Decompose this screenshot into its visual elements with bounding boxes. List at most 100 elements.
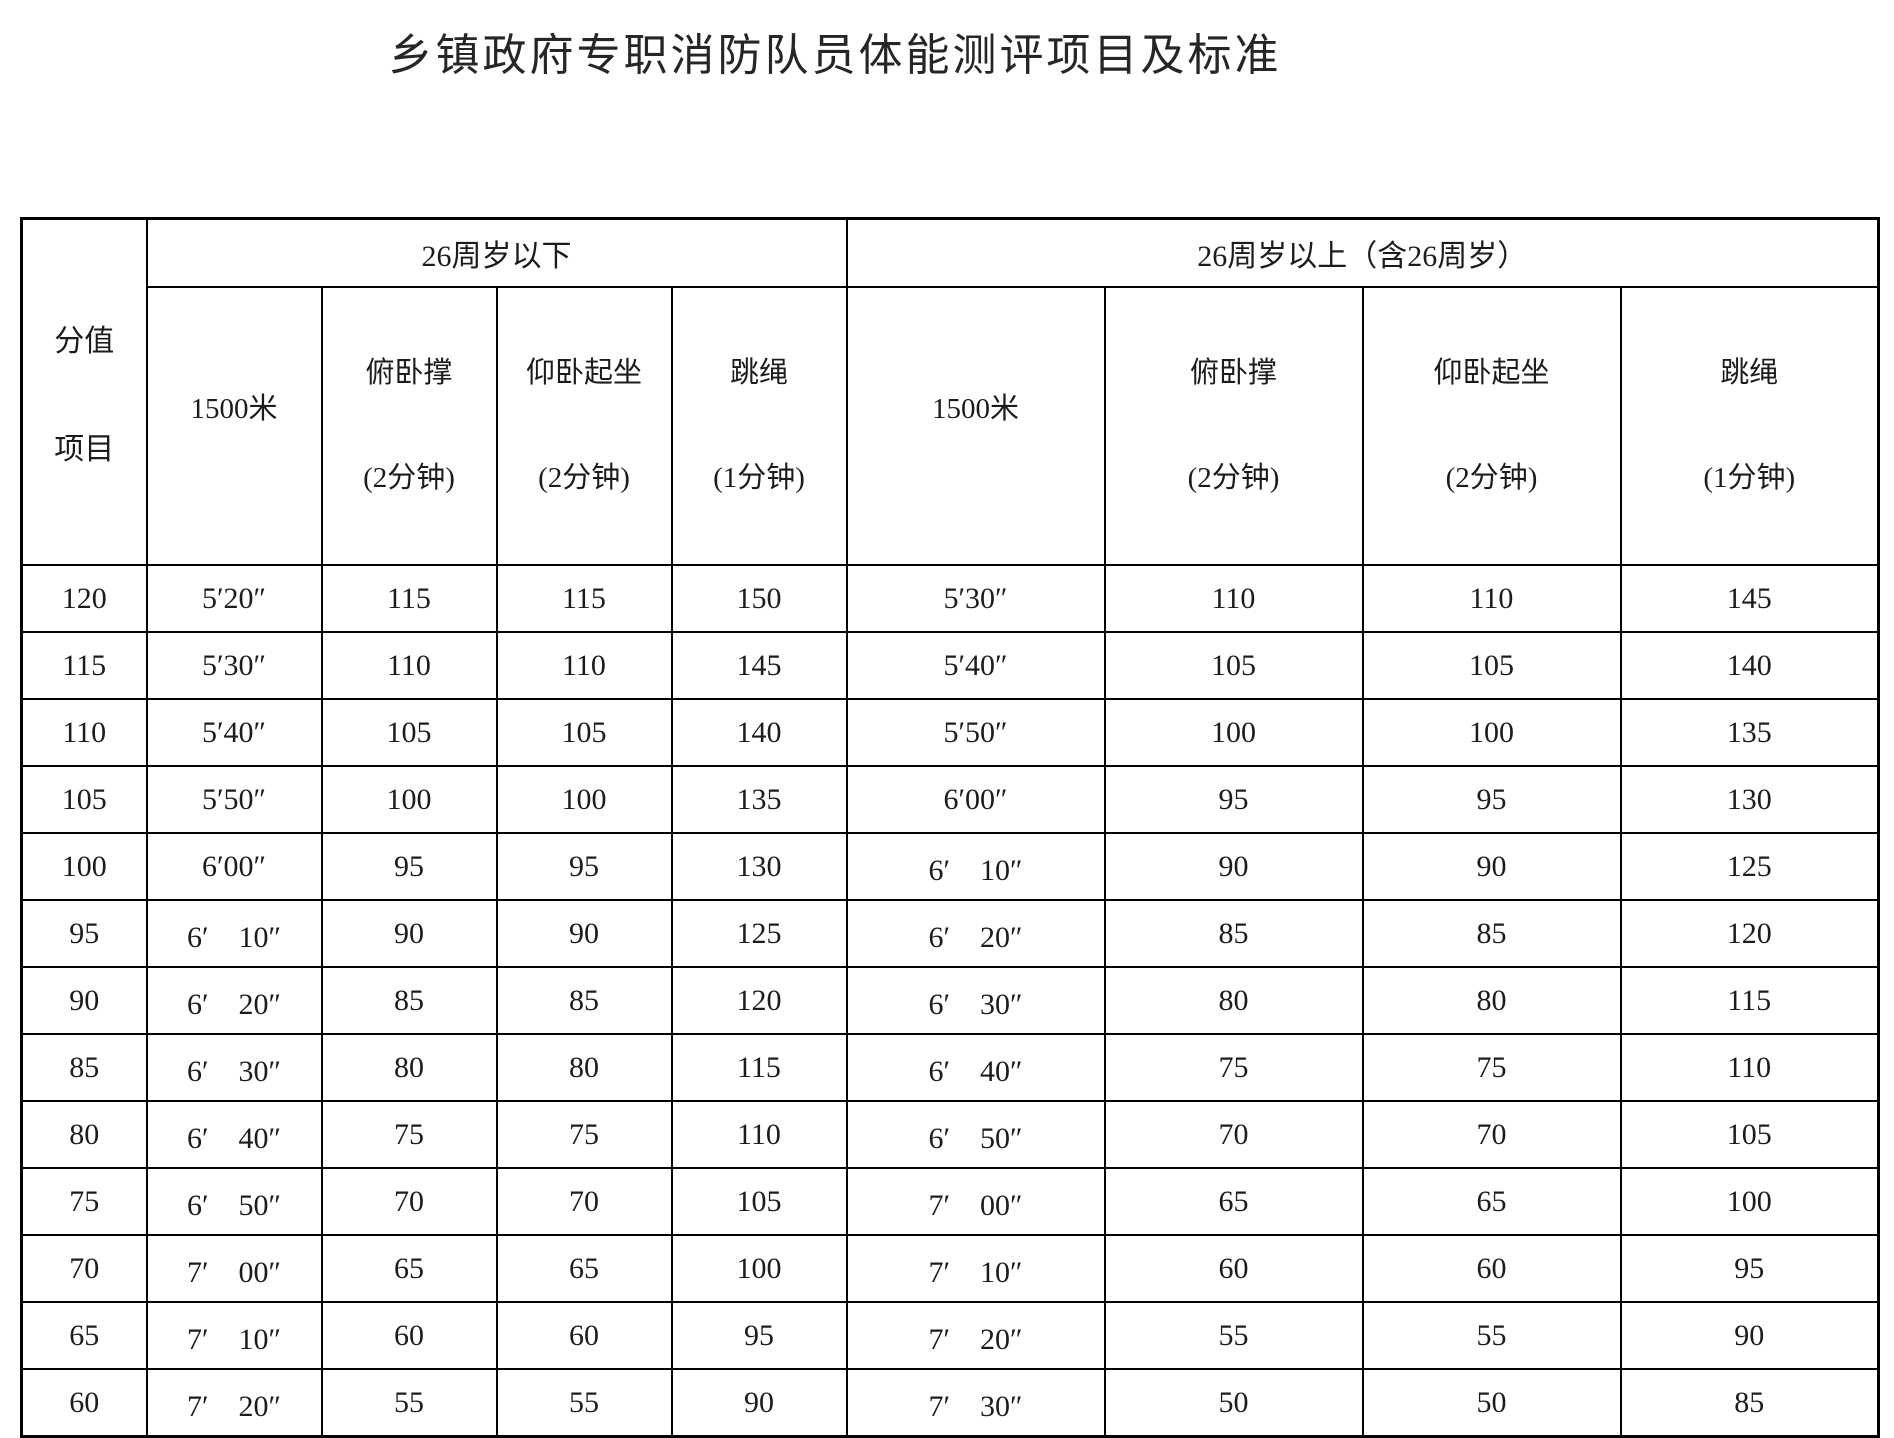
score-cell: 70 xyxy=(20,1234,148,1304)
o26-pushup-cell: 80 xyxy=(1103,966,1364,1036)
u26-pushup-cell: 70 xyxy=(320,1167,498,1237)
col-header-note: (2分钟) xyxy=(538,461,630,494)
u26-1500m-cell: 6′ 30″ xyxy=(145,1033,323,1103)
o26-1500m-cell: 7′ 20″ xyxy=(845,1301,1106,1371)
u26-1500m-cell: 7′ 20″ xyxy=(145,1368,323,1438)
u26-1500m-cell: 6′ 50″ xyxy=(145,1167,323,1237)
o26-situp-cell: 100 xyxy=(1361,698,1622,768)
table-row: 75 6′ 50″ 70 70 105 7′ 00″ 65 65 100 xyxy=(20,1167,1880,1237)
u26-situp-cell: 100 xyxy=(495,765,673,835)
o26-pushup-cell: 55 xyxy=(1103,1301,1364,1371)
document-page: 乡镇政府专职消防队员体能测评项目及标准 分值 项目 26周岁以下 26周岁以上（… xyxy=(0,30,1894,1438)
score-cell: 75 xyxy=(20,1167,148,1237)
score-cell: 120 xyxy=(20,564,148,634)
table-row: 120 5′20″ 115 115 150 5′30″ 110 110 145 xyxy=(20,564,1880,634)
group-header-over26: 26周岁以上（含26周岁） xyxy=(845,217,1880,288)
u26-rope-cell: 125 xyxy=(670,899,848,969)
u26-situp-cell: 105 xyxy=(495,698,673,768)
o26-1500m-cell: 6′ 30″ xyxy=(845,966,1106,1036)
page-title: 乡镇政府专职消防队员体能测评项目及标准 xyxy=(388,31,1282,80)
u26-rope-cell: 120 xyxy=(670,966,848,1036)
o26-rope-cell: 90 xyxy=(1619,1301,1880,1371)
col-header-label: 仰卧起坐 xyxy=(525,356,642,389)
table-row: 65 7′ 10″ 60 60 95 7′ 20″ 55 55 90 xyxy=(20,1301,1880,1371)
score-cell: 105 xyxy=(20,765,148,835)
corner-header-line2: 项目 xyxy=(54,432,115,466)
table-row: 115 5′30″ 110 110 145 5′40″ 105 105 140 xyxy=(20,631,1880,701)
u26-pushup-cell: 75 xyxy=(320,1100,498,1170)
o26-1500m-cell: 6′ 50″ xyxy=(845,1100,1106,1170)
table-row: 70 7′ 00″ 65 65 100 7′ 10″ 60 60 95 xyxy=(20,1234,1880,1304)
group-header-row: 分值 项目 26周岁以下 26周岁以上（含26周岁） xyxy=(20,217,1880,567)
o26-pushup-cell: 95 xyxy=(1103,765,1364,835)
o26-pushup-cell: 60 xyxy=(1103,1234,1364,1304)
col-header-note: (1分钟) xyxy=(713,461,805,494)
o26-situp-cell: 90 xyxy=(1361,832,1622,902)
u26-rope-cell: 150 xyxy=(670,564,848,634)
col-header-o26-situp: 仰卧起坐 (2分钟) xyxy=(1361,285,1622,567)
o26-1500m-cell: 7′ 00″ xyxy=(845,1167,1106,1237)
u26-situp-cell: 110 xyxy=(495,631,673,701)
table-row: 95 6′ 10″ 90 90 125 6′ 20″ 85 85 120 xyxy=(20,899,1880,969)
o26-situp-cell: 95 xyxy=(1361,765,1622,835)
col-header-u26-pushup: 俯卧撑 (2分钟) xyxy=(320,285,498,567)
col-header-label: 1500米 xyxy=(931,392,1019,425)
o26-pushup-cell: 90 xyxy=(1103,832,1364,902)
score-cell: 115 xyxy=(20,631,148,701)
u26-1500m-cell: 7′ 10″ xyxy=(145,1301,323,1371)
col-header-o26-rope: 跳绳 (1分钟) xyxy=(1619,285,1880,567)
table-row: 105 5′50″ 100 100 135 6′00″ 95 95 130 xyxy=(20,765,1880,835)
u26-rope-cell: 90 xyxy=(670,1368,848,1438)
table-body: 120 5′20″ 115 115 150 5′30″ 110 110 145 115 5′30″ 1… xyxy=(20,564,1880,1438)
u26-situp-cell: 55 xyxy=(495,1368,673,1438)
table-row: 110 5′40″ 105 105 140 5′50″ 100 100 135 xyxy=(20,698,1880,768)
o26-rope-cell: 145 xyxy=(1619,564,1880,634)
u26-situp-cell: 75 xyxy=(495,1100,673,1170)
o26-rope-cell: 115 xyxy=(1619,966,1880,1036)
u26-pushup-cell: 85 xyxy=(320,966,498,1036)
o26-1500m-cell: 7′ 30″ xyxy=(845,1368,1106,1438)
u26-1500m-cell: 5′20″ xyxy=(145,564,323,634)
u26-situp-cell: 80 xyxy=(495,1033,673,1103)
corner-header-inner: 分值 项目 xyxy=(23,316,146,468)
o26-situp-cell: 75 xyxy=(1361,1033,1622,1103)
col-header-label: 俯卧撑 xyxy=(365,356,453,389)
u26-1500m-cell: 6′ 20″ xyxy=(145,966,323,1036)
u26-1500m-cell: 7′ 00″ xyxy=(145,1234,323,1304)
u26-situp-cell: 65 xyxy=(495,1234,673,1304)
u26-situp-cell: 90 xyxy=(495,899,673,969)
u26-pushup-cell: 100 xyxy=(320,765,498,835)
col-header-note: (1分钟) xyxy=(1703,461,1796,494)
score-cell: 100 xyxy=(20,832,148,902)
u26-rope-cell: 145 xyxy=(670,631,848,701)
column-header-row: 1500米 俯卧撑 (2分钟) 仰卧起坐 (2分钟) 跳绳 (1分钟) 1500… xyxy=(22,285,1880,567)
title-block: 乡镇政府专职消防队员体能测评项目及标准 xyxy=(0,30,1670,83)
u26-1500m-cell: 6′ 10″ xyxy=(145,899,323,969)
u26-1500m-cell: 6′ 40″ xyxy=(145,1100,323,1170)
col-header-u26-1500m: 1500米 xyxy=(145,285,323,567)
col-header-u26-rope: 跳绳 (1分钟) xyxy=(670,285,848,567)
score-cell: 85 xyxy=(20,1033,148,1103)
o26-situp-cell: 55 xyxy=(1361,1301,1622,1371)
corner-header: 分值 项目 xyxy=(20,217,148,567)
table-row: 80 6′ 40″ 75 75 110 6′ 50″ 70 70 105 xyxy=(20,1100,1880,1170)
o26-pushup-cell: 50 xyxy=(1103,1368,1364,1438)
col-header-label: 俯卧撑 xyxy=(1189,356,1277,389)
o26-1500m-cell: 5′50″ xyxy=(845,698,1106,768)
u26-pushup-cell: 110 xyxy=(320,631,498,701)
o26-rope-cell: 135 xyxy=(1619,698,1880,768)
o26-1500m-cell: 7′ 10″ xyxy=(845,1234,1106,1304)
score-cell: 95 xyxy=(20,899,148,969)
u26-1500m-cell: 5′40″ xyxy=(145,698,323,768)
u26-rope-cell: 130 xyxy=(670,832,848,902)
u26-pushup-cell: 60 xyxy=(320,1301,498,1371)
col-header-label: 跳绳 xyxy=(1720,356,1779,389)
col-header-o26-1500m: 1500米 xyxy=(845,285,1106,567)
o26-pushup-cell: 100 xyxy=(1103,698,1364,768)
score-cell: 80 xyxy=(20,1100,148,1170)
u26-rope-cell: 110 xyxy=(670,1100,848,1170)
o26-situp-cell: 60 xyxy=(1361,1234,1622,1304)
o26-rope-cell: 110 xyxy=(1619,1033,1880,1103)
col-header-note: (2分钟) xyxy=(1445,461,1538,494)
u26-1500m-cell: 5′50″ xyxy=(145,765,323,835)
